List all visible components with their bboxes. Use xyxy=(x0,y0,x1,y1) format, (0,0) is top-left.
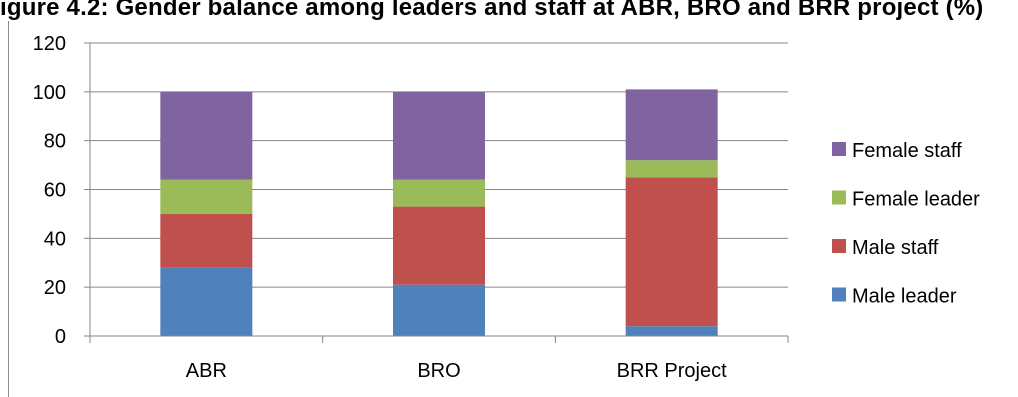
bar-female-leader xyxy=(160,179,253,214)
legend-swatch xyxy=(832,142,846,156)
bars xyxy=(160,89,718,336)
bar-male-leader xyxy=(160,267,253,336)
bar-female-leader xyxy=(625,160,718,178)
legend-label: Female leader xyxy=(852,189,980,211)
chart-title: igure 4.2: Gender balance among leaders … xyxy=(0,0,984,21)
y-tick-label: 80 xyxy=(44,131,66,153)
legend-label: Female staff xyxy=(852,140,962,162)
legend-label: Male leader xyxy=(852,286,957,308)
legend-item: Male staff xyxy=(832,237,939,259)
legend: Female staff Female leader Male staff Male … xyxy=(832,140,980,308)
bar-male-leader xyxy=(393,284,485,336)
x-tick-labels: ABR BRO BRR Project xyxy=(186,360,727,382)
y-tick-label: 40 xyxy=(44,228,66,250)
legend-swatch xyxy=(832,190,846,205)
legend-swatch xyxy=(832,287,846,302)
bar-female-leader xyxy=(393,179,485,207)
bar-male-leader xyxy=(625,326,718,336)
bar-male-staff xyxy=(625,177,718,327)
bar-female-staff xyxy=(393,91,485,180)
axes xyxy=(84,42,789,343)
y-tick-label: 60 xyxy=(44,180,66,202)
y-tick-label: 100 xyxy=(33,82,66,104)
x-tick-label: BRR Project xyxy=(617,360,727,382)
y-tick-label: 120 xyxy=(33,33,66,55)
legend-label: Male staff xyxy=(852,237,939,259)
legend-item: Male leader xyxy=(832,286,957,308)
legend-swatch xyxy=(832,239,846,253)
bar-female-staff xyxy=(160,91,253,180)
y-tick-label: 0 xyxy=(55,326,66,348)
x-tick-label: ABR xyxy=(186,360,227,382)
y-tick-labels: 0 20 40 60 80 100 120 xyxy=(33,33,66,348)
chart-frame xyxy=(8,21,1018,397)
bar-female-staff xyxy=(625,89,718,161)
bar-male-staff xyxy=(393,206,485,285)
y-tick-label: 20 xyxy=(44,277,66,299)
legend-item: Female staff xyxy=(832,140,962,162)
x-tick-label: BRO xyxy=(417,360,460,382)
bar-male-staff xyxy=(160,213,253,268)
legend-item: Female leader xyxy=(832,189,980,211)
